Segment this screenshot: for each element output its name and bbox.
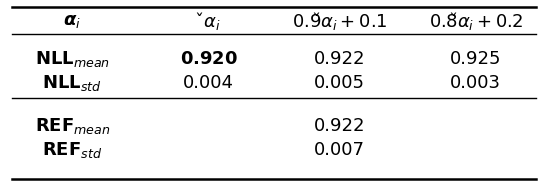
Text: $\boldsymbol{\alpha}_i$: $\boldsymbol{\alpha}_i$ [63,12,81,30]
Text: 0.922: 0.922 [313,50,365,68]
Text: 0.007: 0.007 [314,141,365,159]
Text: 0.003: 0.003 [450,74,501,92]
Text: $0.9\check{\alpha}_i + 0.1$: $0.9\check{\alpha}_i + 0.1$ [292,10,387,32]
Text: 0.005: 0.005 [314,74,365,92]
Text: 0.004: 0.004 [183,74,234,92]
Text: $\mathbf{NLL}_{std}$: $\mathbf{NLL}_{std}$ [42,73,102,93]
Text: $\mathbf{REF}_{mean}$: $\mathbf{REF}_{mean}$ [35,116,110,136]
Text: $\mathbf{NLL}_{mean}$: $\mathbf{NLL}_{mean}$ [35,49,110,69]
Text: $\mathbf{0.920}$: $\mathbf{0.920}$ [180,50,237,68]
Text: 0.922: 0.922 [313,117,365,135]
Text: $\mathbf{REF}_{std}$: $\mathbf{REF}_{std}$ [42,140,102,160]
Text: $\check{\alpha}_i$: $\check{\alpha}_i$ [196,10,221,32]
Text: 0.925: 0.925 [450,50,501,68]
Text: $0.8\check{\alpha}_i + 0.2$: $0.8\check{\alpha}_i + 0.2$ [429,10,523,32]
